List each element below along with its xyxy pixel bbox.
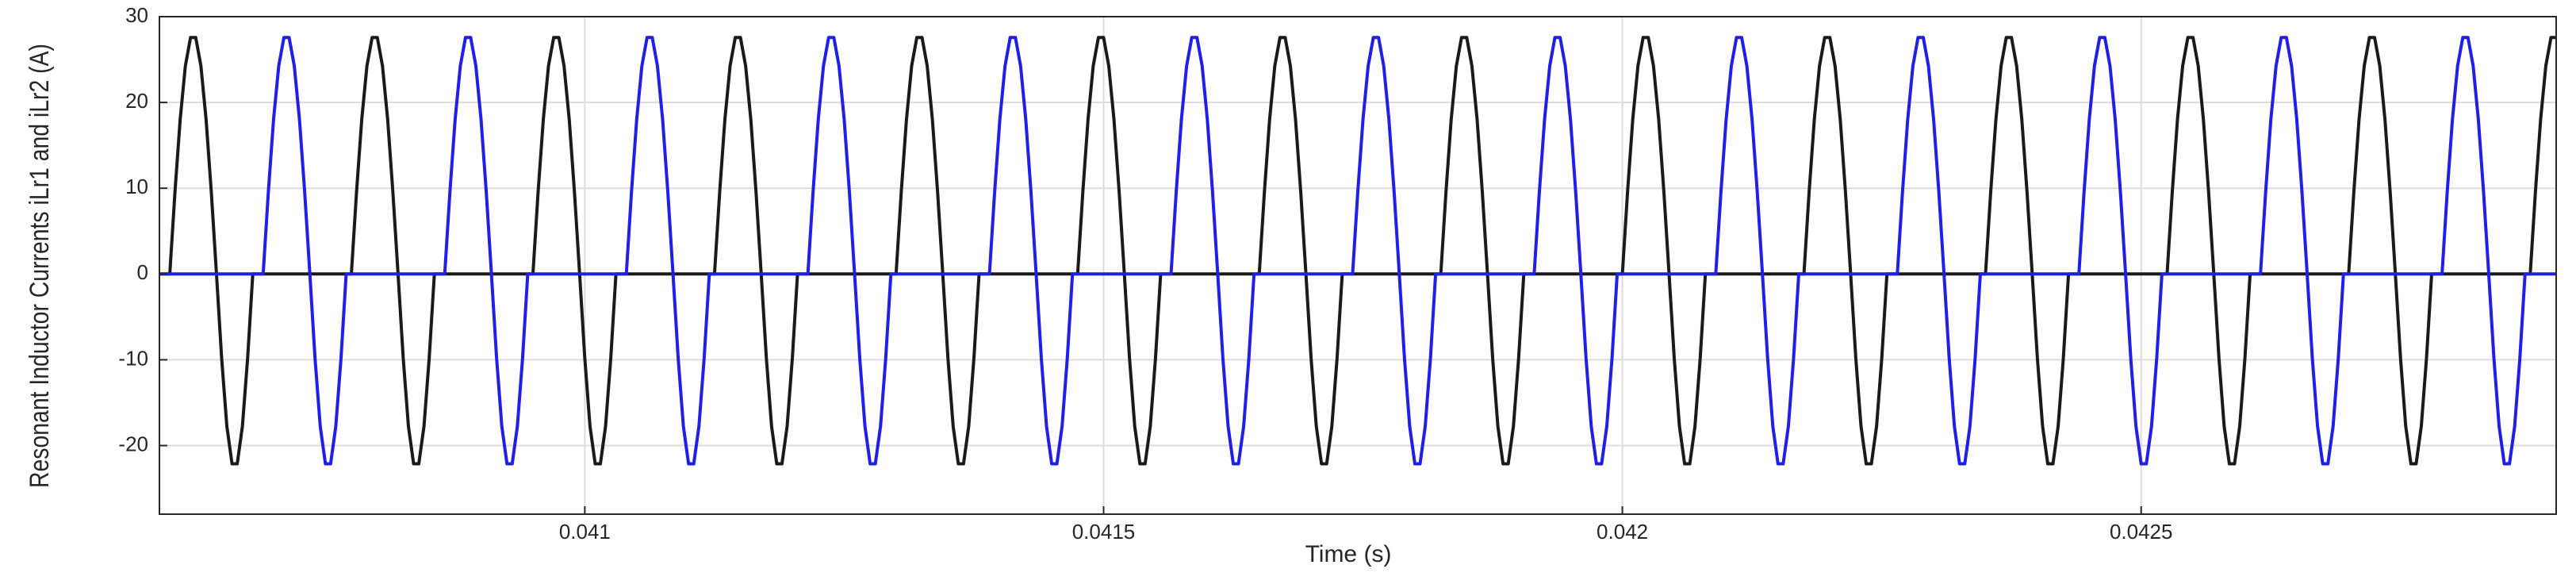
y-tick-label: -20	[118, 432, 148, 455]
x-tick-label: 0.041	[559, 520, 611, 544]
plot-frame	[159, 16, 2557, 515]
frame	[159, 16, 2557, 515]
y-tick-label: 0	[137, 260, 148, 284]
series-line	[159, 36, 2556, 466]
plot-lines	[159, 36, 2556, 466]
y-tick-label: 30	[125, 3, 148, 27]
x-tick-label: 0.042	[1597, 520, 1648, 544]
y-tick-label: 10	[125, 175, 148, 198]
series-line	[159, 36, 2556, 466]
y-axis-label: Resonant Inductor Currents iLr1 and iLr2…	[25, 44, 55, 488]
x-tick-label: 0.0415	[1072, 520, 1136, 544]
labels: Time (s) Resonant Inductor Currents iLr1…	[25, 3, 2172, 567]
x-axis-label: Time (s)	[1305, 541, 1392, 567]
y-tick-label: -10	[118, 346, 148, 370]
x-tick-label: 0.0425	[2110, 520, 2173, 544]
y-tick-label: 20	[125, 89, 148, 113]
grid	[159, 16, 2556, 514]
